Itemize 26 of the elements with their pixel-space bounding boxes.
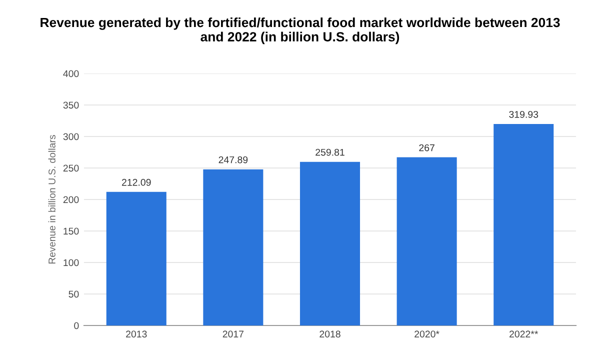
x-tick-label: 2018 [320,330,340,338]
bar [396,157,457,326]
y-tick-label: 200 [63,196,79,204]
y-tick-label: 400 [63,70,79,78]
x-tick-label: 2017 [222,330,244,338]
y-tick-label: 300 [63,133,79,140]
data-label: 212.09 [122,178,151,186]
y-tick-label: 100 [64,259,79,266]
bar [106,192,166,326]
y-tick-label: 50 [68,290,79,298]
bar [203,169,264,326]
data-label: 247.89 [218,156,248,164]
data-label: 319.93 [509,110,538,118]
x-tick-label: 2020* [414,330,440,338]
data-label: 267 [419,144,434,152]
bar [300,162,360,326]
y-axis-title: Revenue in billion U.S. dollars [48,135,56,264]
y-tick-label: 250 [63,164,79,172]
y-tick-label: 350 [63,102,79,109]
x-tick-label: 2022** [510,330,538,338]
x-tick-label: 2013 [126,330,147,338]
y-tick-label: 150 [64,228,79,235]
bar [494,124,554,326]
chart-title: Revenue generated by the fortified/functional food market worldwide between 2013 and 2022 (in billion U.S. dollars) [40,18,560,44]
data-label: 259.81 [316,148,344,156]
y-tick-label: 0 [74,322,79,330]
